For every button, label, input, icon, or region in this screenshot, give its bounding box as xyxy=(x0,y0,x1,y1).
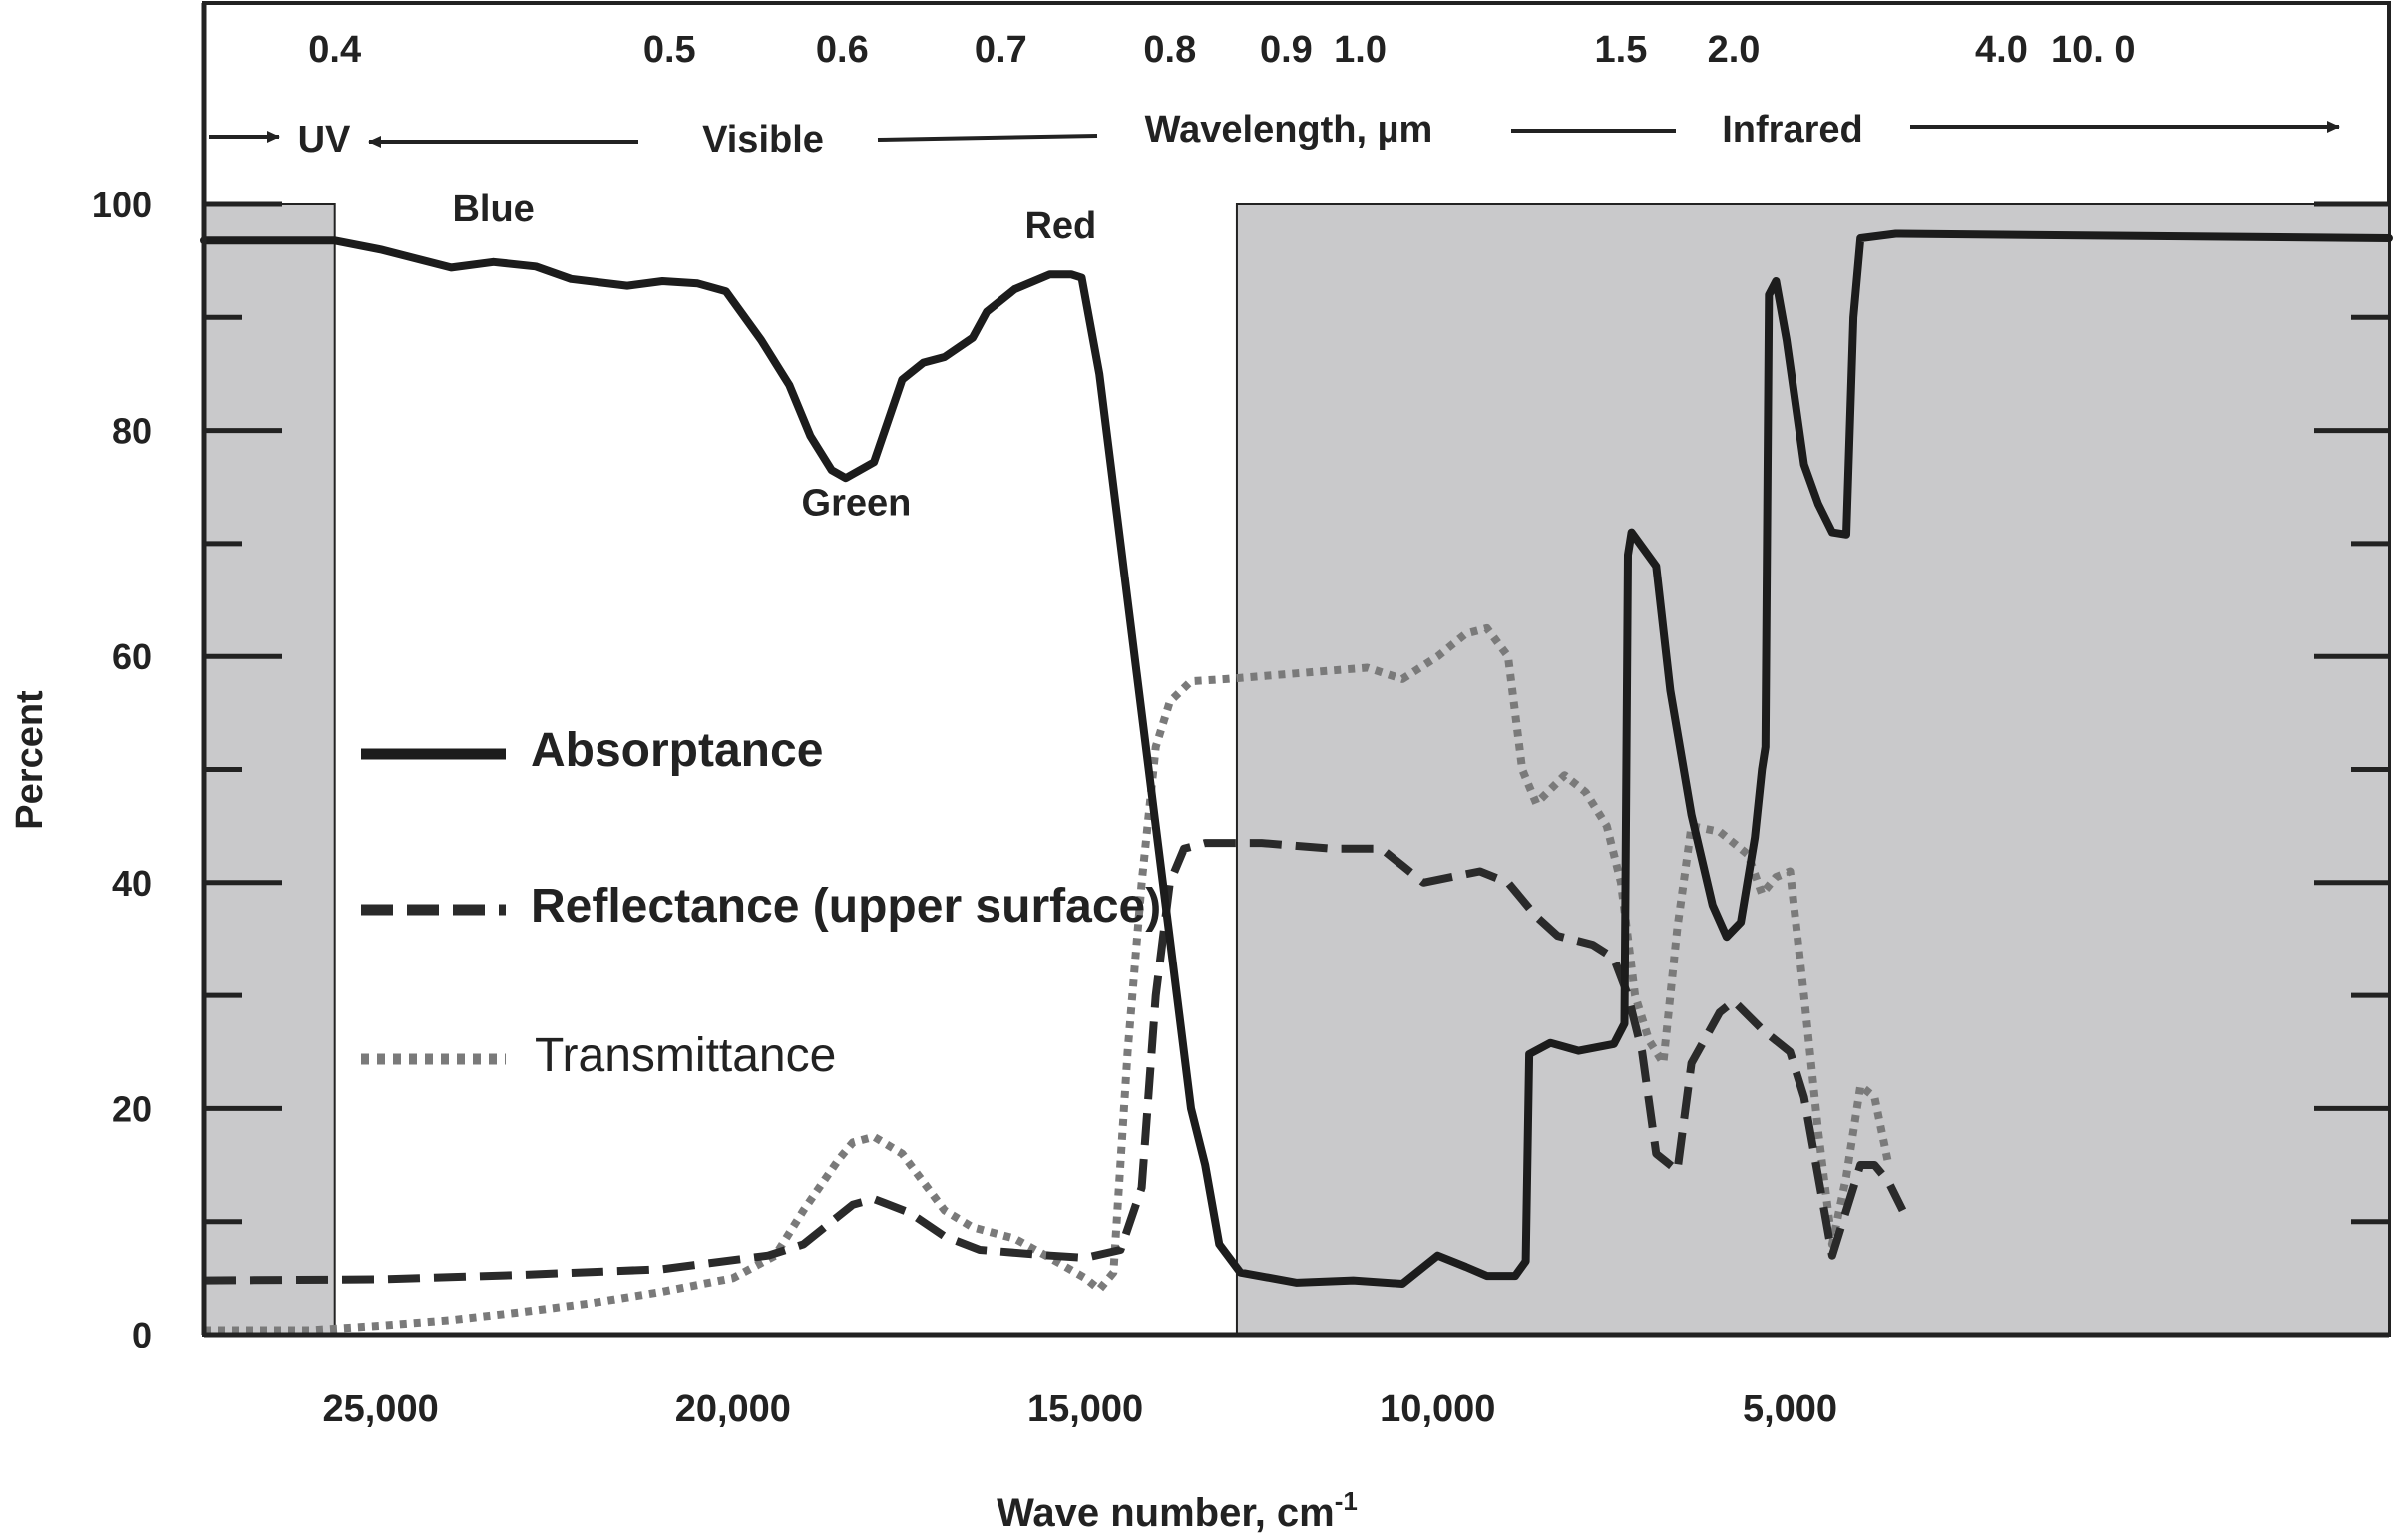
x-axis-title-superscript: -1 xyxy=(1335,1486,1358,1516)
wavelength-tick-label: 1.5 xyxy=(1595,29,1648,71)
visible-band-label: Visible xyxy=(702,119,824,161)
uv-band-label: UV xyxy=(298,119,351,161)
x-tick-label: 15,000 xyxy=(1027,1388,1143,1430)
series-line-transmittance xyxy=(204,623,1893,1335)
series-line-reflectance-upper-surface xyxy=(203,839,1907,1285)
annotation-green: Green xyxy=(802,483,912,525)
legend-label-absorptance: Absorptance xyxy=(531,724,823,777)
annotation-red: Red xyxy=(1024,205,1096,247)
wavelength-tick-label: 10. 0 xyxy=(2051,29,2136,71)
wavelength-tick-label: 0.7 xyxy=(975,29,1027,71)
y-axis-title: Percent xyxy=(9,690,51,830)
infrared-band-label: Infrared xyxy=(1722,109,1862,151)
wavelength-tick-label: 4.0 xyxy=(1975,29,2028,71)
y-tick-label: 0 xyxy=(132,1315,152,1355)
legend: Absorptance Reflectance (upper surface) … xyxy=(361,724,1161,1082)
x-tick-label: 10,000 xyxy=(1380,1388,1495,1430)
wavelength-tick-label: 0.9 xyxy=(1260,29,1313,71)
series-lines xyxy=(200,229,2393,1335)
wavelength-tick-label: 0.4 xyxy=(308,29,361,71)
legend-label-transmittance: Transmittance xyxy=(535,1029,836,1082)
wavelength-axis-title: Wavelength, µm xyxy=(1145,109,1433,151)
y-tick-label: 20 xyxy=(112,1088,152,1129)
x-axis-title: Wave number, cm-1 xyxy=(997,1486,1358,1535)
annotation-blue: Blue xyxy=(452,189,534,230)
top-wavelength-axis: 0.4 0.5 0.6 0.7 0.8 0.9 1.0 1.5 2.0 4.0 10. 0 xyxy=(308,29,2135,71)
legend-label-reflectance: Reflectance (upper surface) xyxy=(531,880,1161,933)
x-tick-label: 20,000 xyxy=(675,1388,791,1430)
y-tick-label: 80 xyxy=(112,411,152,452)
visible-wavelength-connector xyxy=(877,134,1098,142)
series-line-absorptance xyxy=(200,229,2393,1288)
wavelength-tick-label: 1.0 xyxy=(1334,29,1387,71)
wavelength-tick-label: 2.0 xyxy=(1708,29,1761,71)
x-axis-title-main: Wave number, cm xyxy=(997,1491,1335,1535)
x-tick-label: 5,000 xyxy=(1743,1388,1837,1430)
shaded-regions xyxy=(203,203,2390,1336)
x-axis-ticks: 25,000 20,000 15,000 10,000 5,000 xyxy=(322,1388,1837,1430)
wavelength-tick-label: 0.8 xyxy=(1143,29,1196,71)
band-label-row: UV Visible Wavelength, µm Infrared xyxy=(209,109,2340,161)
y-tick-label: 100 xyxy=(92,185,152,225)
y-tick-label: 60 xyxy=(112,636,152,677)
x-tick-label: 25,000 xyxy=(322,1388,438,1430)
y-tick-label: 40 xyxy=(112,863,152,904)
wavelength-tick-label: 0.5 xyxy=(643,29,696,71)
wavelength-tick-label: 0.6 xyxy=(816,29,869,71)
